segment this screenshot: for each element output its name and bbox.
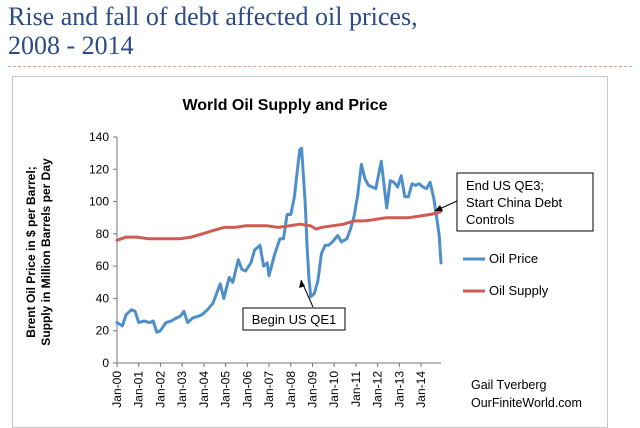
x-tick-label: Jan-08: [284, 371, 298, 408]
callout-end-qe3-line-3: Controls: [466, 212, 515, 227]
x-tick-label: Jan-04: [197, 371, 211, 408]
y-axis-label-line-1: Brent Oil Price in $ per Barrel;: [24, 166, 38, 337]
chart-title: World Oil Supply and Price: [182, 97, 387, 114]
x-tick-labels: Jan-00 Jan-01 Jan-02 Jan-03 Jan-04 Jan-05 Jan-…: [110, 363, 428, 408]
oil-supply-price-chart: World Oil Supply and Price Brent Oil Pri…: [24, 97, 594, 410]
y-tick-label: 100: [89, 195, 109, 209]
callout-begin-qe1-box: [242, 307, 346, 331]
legend: Oil Price Oil Supply: [463, 251, 549, 298]
x-tick-label: Jan-10: [327, 371, 341, 408]
title-divider: [8, 66, 632, 67]
slide-title-line-1: Rise and fall of debt affected oil price…: [8, 2, 418, 31]
callout-begin-qe1: Begin US QE1: [242, 279, 346, 331]
x-tick-label: Jan-00: [110, 371, 124, 408]
y-tick-labels: 0 20 40 60 80 100 120 140: [89, 130, 117, 370]
x-tick-label: Jan-02: [153, 371, 167, 408]
x-tick-label: Jan-12: [371, 371, 385, 408]
slide-title: Rise and fall of debt affected oil price…: [8, 2, 628, 60]
slide-title-line-2: 2008 - 2014: [8, 31, 134, 60]
callout-end-qe3-line-2: Start China Debt: [466, 195, 562, 210]
y-tick-label: 40: [96, 291, 110, 305]
callout-end-qe3: End US QE3; Start China Debt Controls: [434, 172, 594, 232]
y-axis-label-line-2: Supply in Million Barrels per Day: [39, 158, 53, 346]
callout-end-qe3-box: [456, 172, 594, 232]
x-tick-label: Jan-11: [349, 371, 363, 407]
legend-oil-price: Oil Price: [489, 251, 538, 266]
y-tick-label: 0: [102, 356, 109, 370]
x-tick-label: Jan-05: [219, 371, 233, 408]
series-line-oil-price: [115, 146, 443, 334]
x-tick-label: Jan-09: [305, 371, 319, 408]
x-tick-label: Jan-06: [240, 371, 254, 408]
x-tick-label: Jan-03: [175, 371, 189, 408]
x-tick-label: Jan-13: [392, 371, 406, 408]
callout-begin-qe1-arrowhead: [299, 280, 305, 288]
legend-oil-supply: Oil Supply: [489, 283, 549, 298]
callout-end-qe3-line-1: End US QE3;: [466, 178, 544, 193]
y-tick-label: 140: [89, 130, 109, 144]
callout-begin-qe1-text: Begin US QE1: [252, 312, 337, 327]
x-tick-label: Jan-14: [414, 371, 428, 408]
chart-frame: World Oil Supply and Price Brent Oil Pri…: [12, 76, 608, 428]
x-tick-label: Jan-01: [132, 371, 146, 408]
credit-site: OurFiniteWorld.com: [471, 396, 582, 410]
credit: Gail Tverberg OurFiniteWorld.com: [471, 378, 582, 410]
callout-end-qe3-arrowhead: [435, 205, 443, 211]
y-tick-label: 20: [96, 324, 110, 338]
y-tick-label: 120: [89, 162, 109, 176]
credit-author: Gail Tverberg: [471, 378, 547, 392]
y-tick-label: 60: [96, 259, 110, 273]
series-lines: [115, 146, 443, 334]
y-tick-label: 80: [96, 227, 110, 241]
series-line-oil-supply: [115, 209, 443, 242]
y-axis-label: Brent Oil Price in $ per Barrel; Supply …: [24, 158, 53, 346]
axes: [116, 137, 441, 364]
x-tick-label: Jan-07: [262, 371, 276, 408]
